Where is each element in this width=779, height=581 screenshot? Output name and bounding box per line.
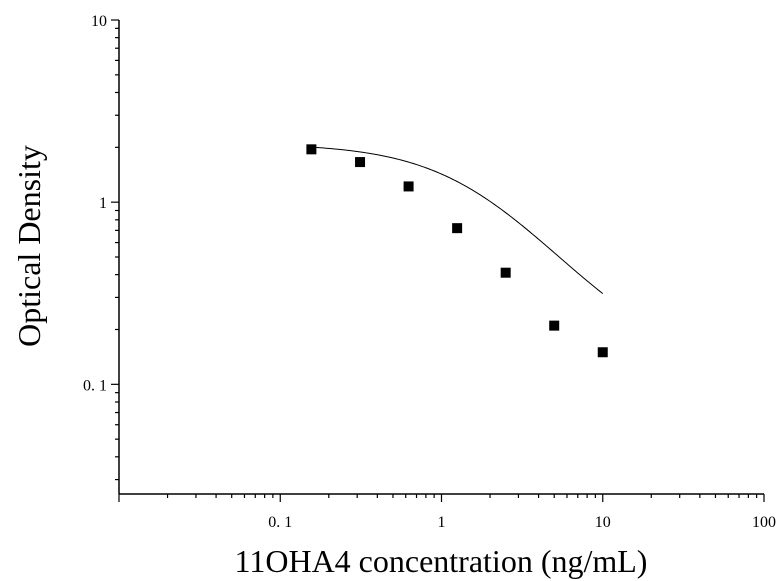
fit-curve	[311, 146, 604, 294]
x-tick-label: 100	[752, 514, 776, 531]
y-tick-label: 10	[91, 13, 107, 30]
ticks	[111, 19, 765, 502]
data-point	[403, 181, 414, 192]
data-point	[355, 157, 366, 168]
data-point	[549, 320, 560, 331]
y-tick-label: 0. 1	[83, 377, 107, 394]
y-tick-label: 1	[99, 195, 107, 212]
data-point	[597, 347, 608, 358]
data-point	[500, 267, 511, 278]
x-tick-label: 0. 1	[268, 514, 292, 531]
tick-labels: 0. 1 1 10 100 0. 1 1 10	[83, 13, 776, 531]
y-axis-label: Optical Density	[11, 145, 47, 347]
data-points	[306, 144, 608, 358]
x-tick-label: 10	[595, 514, 611, 531]
x-axis-label: 11OHA4 concentration (ng/mL)	[235, 543, 648, 579]
x-tick-label: 1	[438, 514, 446, 531]
data-point	[306, 144, 317, 155]
axes	[118, 20, 764, 495]
data-point	[452, 223, 463, 234]
